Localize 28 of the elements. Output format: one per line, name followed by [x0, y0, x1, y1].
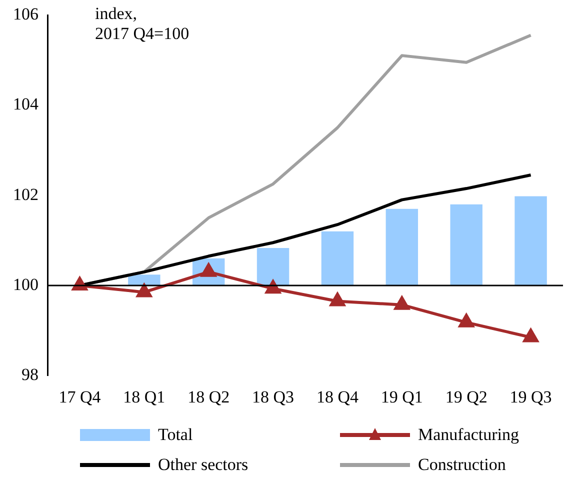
bar: [450, 204, 482, 286]
bar: [321, 231, 354, 286]
x-tick-label: 19 Q1: [380, 387, 423, 406]
legend-label: Other sectors: [158, 455, 248, 475]
point: [330, 292, 346, 306]
point: [136, 284, 152, 298]
bar: [256, 248, 290, 286]
x-tick-label: 18 Q3: [252, 387, 294, 406]
x-tick-label: 17 Q4: [58, 387, 102, 406]
y-tick-label: 104: [13, 94, 39, 114]
y-axis-title: index, 2017 Q4=100: [95, 4, 190, 44]
y-tick-label: 106: [13, 4, 38, 24]
x-tick-label: 19 Q2: [445, 387, 488, 406]
legend-label: Total: [158, 425, 193, 445]
y-tick-label: 98: [22, 365, 38, 384]
x-tick-label: 18 Q2: [188, 387, 230, 406]
y-tick-label: 102: [13, 184, 38, 204]
bar: [386, 208, 418, 286]
point: [394, 296, 410, 310]
point: [523, 328, 538, 342]
point: [458, 314, 474, 328]
x-tick-label: 18 Q1: [123, 387, 166, 406]
x-tick-label: 18 Q4: [316, 387, 359, 406]
legend-label: Construction: [418, 455, 506, 475]
x-tick-label: 19 Q3: [510, 387, 552, 406]
legend-label: Manufacturing: [418, 425, 520, 445]
y-tick-label: 100: [13, 274, 38, 294]
bar: [514, 196, 547, 286]
